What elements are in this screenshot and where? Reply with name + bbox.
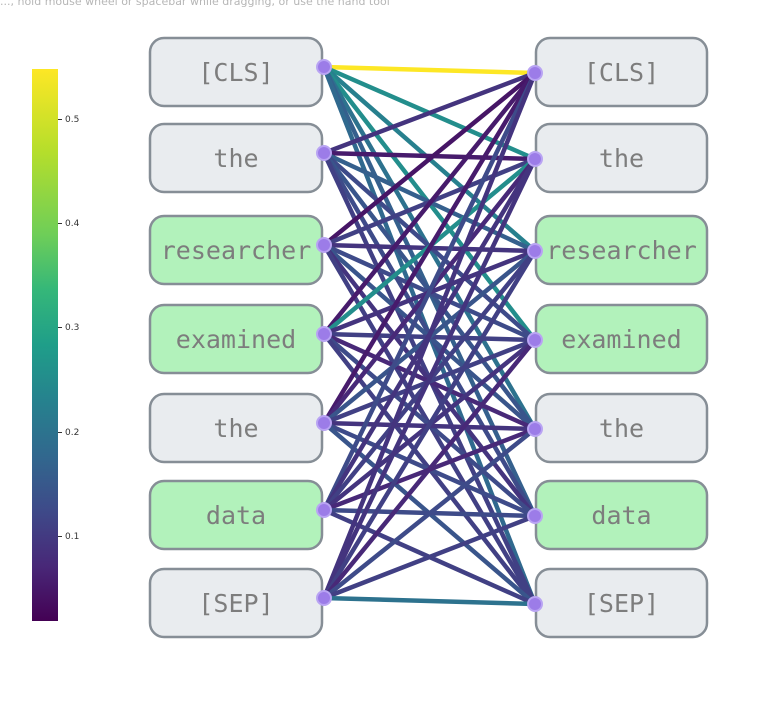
attention-edge [321,70,538,601]
left-token-label: researcher [161,236,312,265]
left-token-label: data [206,501,266,530]
attention-edge [321,64,538,76]
left-node[interactable] [316,502,332,518]
hint-text: ..., hold mouse wheel or spacebar while … [0,0,390,8]
left-token-box[interactable]: data [148,479,324,551]
attention-edge [321,337,538,601]
left-node[interactable] [316,415,332,431]
left-node[interactable] [316,145,332,161]
left-token-box[interactable]: [CLS] [148,36,324,108]
right-token-box[interactable]: researcher [534,214,709,286]
left-node[interactable] [316,590,332,606]
left-token-box[interactable]: researcher [148,214,324,286]
attention-edge [321,70,538,337]
left-token-label: the [213,414,258,443]
left-token-box[interactable]: examined [148,303,324,375]
colorbar-tick: 0.1 [58,532,79,542]
colorbar-tick: 0.5 [58,115,79,125]
right-node[interactable] [527,151,543,167]
right-token-box[interactable]: [CLS] [534,36,709,108]
attention-edges [321,64,538,607]
left-token-label: examined [176,325,296,354]
right-node[interactable] [527,243,543,259]
right-token-label: the [599,414,644,443]
right-node[interactable] [527,65,543,81]
right-token-box[interactable]: the [534,392,709,464]
attention-edge [321,156,538,601]
right-token-box[interactable]: examined [534,303,709,375]
colorbar-tick: 0.2 [58,428,79,438]
left-node[interactable] [316,237,332,253]
left-token-box[interactable]: the [148,392,324,464]
attention-edge [321,70,538,248]
left-token-box[interactable]: the [148,122,324,194]
colorbar-tick: 0.3 [58,323,79,333]
attention-edge [321,513,538,601]
right-node[interactable] [527,421,543,437]
right-token-label: [SEP] [584,589,659,618]
right-node[interactable] [527,508,543,524]
left-node[interactable] [316,326,332,342]
right-token-box[interactable]: [SEP] [534,567,709,639]
left-token-label: [SEP] [198,589,273,618]
left-node[interactable] [316,59,332,75]
right-token-box[interactable]: the [534,122,709,194]
right-token-label: data [591,501,651,530]
token-boxes: [CLS] the researcher examined the data [SEP] [C… [148,36,709,639]
right-token-label: the [599,144,644,173]
right-token-box[interactable]: data [534,479,709,551]
attention-edge [321,70,538,513]
right-token-label: examined [561,325,681,354]
colorbar [32,69,58,621]
left-token-label: [CLS] [198,58,273,87]
colorbar-tick: 0.4 [58,219,79,229]
right-node[interactable] [527,332,543,348]
token-nodes [316,59,543,612]
left-token-label: the [213,144,258,173]
attention-edge [321,248,538,601]
attention-edge [321,70,538,156]
attention-edge [321,426,538,601]
right-token-label: researcher [546,236,697,265]
attention-edge [321,70,538,426]
right-node[interactable] [527,596,543,612]
attention-edge [321,595,538,607]
left-token-box[interactable]: [SEP] [148,567,324,639]
right-token-label: [CLS] [584,58,659,87]
